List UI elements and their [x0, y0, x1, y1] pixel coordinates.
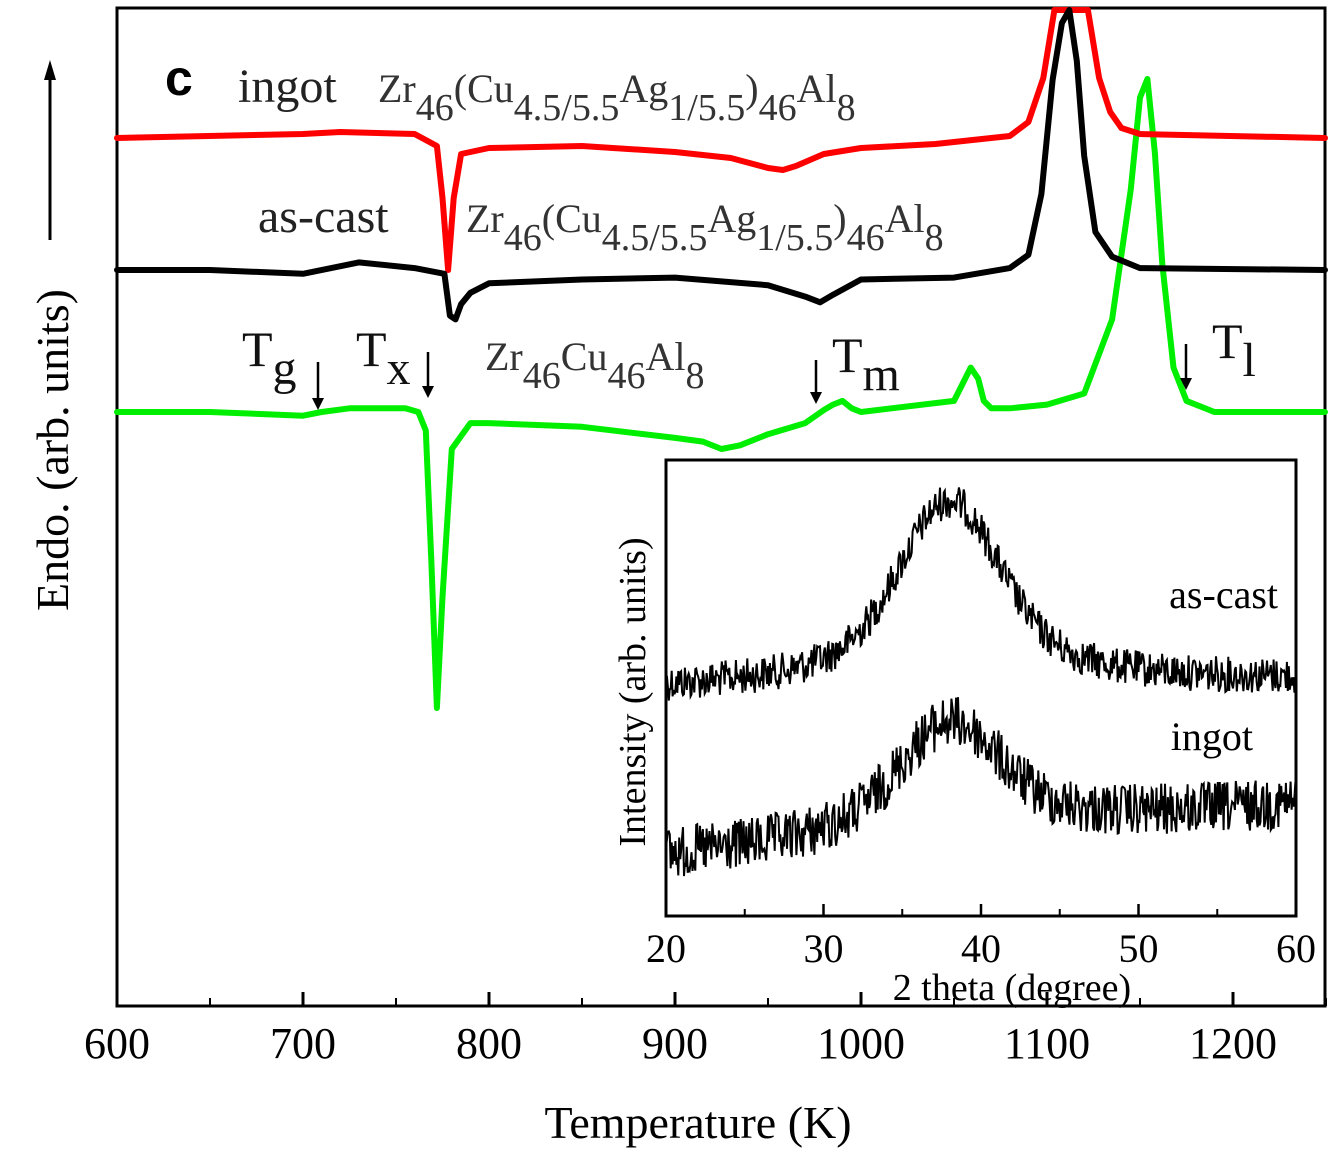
series-label-prefix-ingot: ingot — [238, 60, 337, 113]
x-tick-label: 700 — [270, 1019, 336, 1068]
formula-subscript: 4.5/5.5 — [514, 87, 620, 129]
annotation-sub: x — [387, 342, 411, 395]
curve-base — [114, 76, 1328, 711]
inset-label-ingot: ingot — [1171, 714, 1253, 759]
inset-label-as-cast: as-cast — [1169, 572, 1278, 617]
formula-part: ) — [833, 196, 846, 241]
formula-part: Zr — [485, 334, 523, 379]
formula-subscript: 8 — [925, 217, 944, 259]
annotation-arrow-head — [1180, 378, 1192, 390]
formula-subscript: 4.5/5.5 — [602, 217, 708, 259]
annotation-sub: m — [863, 348, 900, 401]
formula-subscript: 46 — [416, 87, 454, 129]
y-axis-title: Endo. (arb. units) — [27, 289, 78, 611]
x-tick-label: 1100 — [1004, 1019, 1090, 1068]
annotation-arrow-head — [422, 386, 434, 398]
formula-part: ) — [745, 66, 758, 111]
main-x-ticks — [115, 992, 1327, 1006]
inset-x-tick-label: 60 — [1276, 926, 1316, 971]
series-label-prefix-as-cast: as-cast — [258, 190, 389, 243]
series-formula-as-cast: Zr46(Cu4.5/5.5Ag1/5.5)46Al8 — [466, 196, 944, 259]
formula-subscript: 1/5.5 — [756, 217, 833, 259]
formula-subscript: 46 — [847, 217, 885, 259]
formula-subscript: 8 — [837, 87, 856, 129]
formula-subscript: 46 — [523, 355, 561, 397]
inset-x-axis-title: 2 theta (degree) — [893, 967, 1131, 1009]
annotation-Tm: Tm — [832, 327, 900, 401]
y-axis-arrow — [44, 60, 56, 240]
inset: 20 30 40 50 60 Intensity (arb. units) 2 thet… — [612, 458, 1316, 1009]
inset-x-ticks — [664, 904, 1298, 916]
inset-y-axis-title: Intensity (arb. units) — [612, 537, 654, 846]
formula-part: Al — [645, 334, 685, 379]
x-tick-label: 1200 — [1189, 1019, 1277, 1068]
inset-x-tick-label: 30 — [804, 926, 844, 971]
x-tick-label: 1000 — [817, 1019, 905, 1068]
formula-subscript: 46 — [759, 87, 797, 129]
curve-as-cast — [114, 7, 1328, 323]
main-plot-frame — [115, 6, 1327, 1008]
annotation-main: T — [242, 321, 273, 377]
formula-part: Ag — [707, 196, 756, 241]
formula-subscript: 1/5.5 — [668, 87, 745, 129]
formula-part: (Cu — [542, 196, 602, 241]
main-x-tick-labels: 600 700 800 900 1000 1100 1200 — [84, 1019, 1277, 1068]
annotation-arrow-head — [810, 392, 822, 404]
inset-curve-ingot — [665, 697, 1297, 877]
annotation-main: T — [1212, 313, 1243, 369]
formula-part: (Cu — [454, 66, 514, 111]
formula-part: Zr — [378, 66, 416, 111]
annotation-Tx: Tx — [356, 321, 411, 395]
annotation-main: T — [832, 327, 863, 383]
x-tick-label: 600 — [84, 1019, 150, 1068]
inset-x-tick-label: 50 — [1119, 926, 1159, 971]
annotation-Tg: Tg — [242, 321, 297, 395]
formula-subscript: 46 — [504, 217, 542, 259]
inset-x-tick-label: 40 — [961, 926, 1001, 971]
formula-subscript: 46 — [607, 355, 645, 397]
panel-label: c — [165, 50, 193, 106]
inset-curve-as-cast — [665, 487, 1297, 701]
series-formula-base: Zr46Cu46Al8 — [485, 334, 704, 397]
x-tick-label: 900 — [642, 1019, 708, 1068]
inset-x-tick-label: 20 — [646, 926, 686, 971]
formula-part: Zr — [466, 196, 504, 241]
annotation-Tl: Tl — [1212, 313, 1256, 387]
formula-part: Al — [885, 196, 925, 241]
annotation-sub: l — [1243, 334, 1256, 387]
formula-subscript: 8 — [685, 355, 704, 397]
inset-x-tick-labels: 20 30 40 50 60 — [646, 926, 1316, 971]
x-tick-label: 800 — [456, 1019, 522, 1068]
formula-part: Cu — [561, 334, 608, 379]
series-formula-ingot: Zr46(Cu4.5/5.5Ag1/5.5)46Al8 — [378, 66, 856, 129]
main-curves — [114, 7, 1328, 711]
inset-curves — [665, 487, 1297, 877]
formula-part: Al — [797, 66, 837, 111]
formula-part: Ag — [619, 66, 668, 111]
annotation-sub: g — [273, 342, 297, 395]
annotation-main: T — [356, 321, 387, 377]
x-axis-title: Temperature (K) — [544, 1097, 851, 1148]
annotation-arrow-head — [312, 398, 324, 410]
curve-ingot — [114, 7, 1328, 273]
